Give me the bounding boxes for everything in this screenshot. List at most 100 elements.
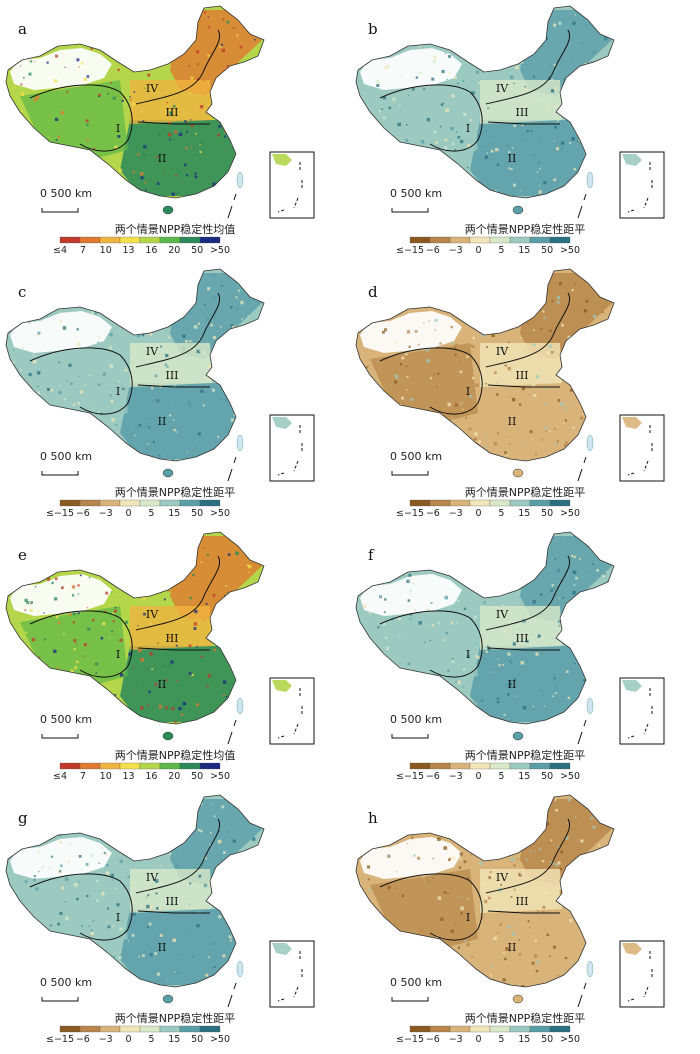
- region-label-II: II: [158, 941, 167, 954]
- south-china-sea-inset: [269, 414, 315, 482]
- legend-tick: −3: [98, 508, 113, 519]
- legend-swatch: [509, 762, 531, 770]
- legend-tick: >50: [209, 771, 231, 782]
- region-label-I: I: [466, 911, 470, 924]
- legend-tick: 5: [498, 508, 505, 519]
- region-label-IV: IV: [496, 871, 509, 884]
- region-label-III: III: [515, 369, 528, 382]
- legend-tick: 50: [191, 771, 204, 782]
- legend-swatch: [409, 1025, 431, 1033]
- legend-tick: 15: [518, 771, 531, 782]
- region-label-III: III: [165, 369, 178, 382]
- legend-swatch: [529, 1025, 551, 1033]
- legend-swatch: [119, 1025, 141, 1033]
- region-label-II: II: [508, 941, 517, 954]
- legend-tick: 50: [191, 245, 204, 256]
- legend-tick: −6: [425, 771, 440, 782]
- legend-swatch: [409, 236, 431, 244]
- legend-tick: 15: [518, 1034, 531, 1045]
- legend-tick: 5: [498, 1034, 505, 1045]
- legend-swatch: [469, 499, 491, 507]
- scale-bar: 0 500 km: [40, 450, 93, 463]
- legend-swatch: [179, 1025, 201, 1033]
- legend-tick: −6: [425, 245, 440, 256]
- region-label-I: I: [116, 122, 120, 135]
- country-outline: [5, 5, 265, 199]
- scale-bar: 0 500 km: [390, 976, 443, 989]
- legend-title: 两个情景NPP稳定性距平: [114, 486, 236, 499]
- legend-tick: >50: [559, 771, 581, 782]
- legend-tick: 7: [79, 245, 86, 256]
- south-china-sea-inset: [269, 940, 315, 1008]
- legend-ticks: ≤−15 −6 −3 0 5 15 50 >50: [350, 771, 700, 785]
- country-outline: [5, 268, 265, 462]
- legend-swatch: [159, 236, 181, 244]
- scale-bar: 0 500 km: [40, 976, 93, 989]
- legend-swatch: [509, 1025, 531, 1033]
- legend-tick: −3: [98, 1034, 113, 1045]
- legend-tick: >50: [559, 245, 581, 256]
- legend-swatch: [469, 1025, 491, 1033]
- legend-tick: >50: [209, 245, 231, 256]
- region-label-III: III: [515, 632, 528, 645]
- legend-swatch: [489, 1025, 511, 1033]
- legend-swatch: [199, 499, 221, 507]
- region-label-II: II: [508, 678, 517, 691]
- country-outline: [355, 794, 615, 988]
- country-outline: [355, 268, 615, 462]
- south-china-sea-inset: [269, 677, 315, 745]
- legend-tick: 5: [498, 771, 505, 782]
- region-label-I: I: [116, 385, 120, 398]
- legend-tick: 13: [122, 245, 135, 256]
- legend-tick: 0: [475, 508, 482, 519]
- legend-swatch: [489, 236, 511, 244]
- region-label-II: II: [158, 415, 167, 428]
- legend-swatch: [549, 1025, 571, 1033]
- legend-swatch: [449, 236, 471, 244]
- map-panel-g: I II III IV g 0 500 km 两个情景NPP稳定性距平 ≤−15 −6 −3 0 5 1…: [0, 789, 350, 1052]
- legend-swatch: [449, 762, 471, 770]
- legend-swatch: [139, 236, 161, 244]
- legend-tick: 15: [168, 1034, 181, 1045]
- region-label-III: III: [165, 632, 178, 645]
- legend-tick: 20: [168, 771, 181, 782]
- legend-swatch: [59, 1025, 81, 1033]
- scale-bar: 0 500 km: [390, 713, 443, 726]
- legend-tick: 15: [518, 245, 531, 256]
- legend-tick: >50: [209, 1034, 231, 1045]
- legend-tick: >50: [559, 1034, 581, 1045]
- region-label-III: III: [515, 895, 528, 908]
- legend-tick: −3: [448, 508, 463, 519]
- legend-tick: ≤−15: [395, 508, 425, 519]
- legend-tick: 10: [99, 245, 112, 256]
- legend-swatch: [119, 236, 141, 244]
- legend-swatch: [139, 1025, 161, 1033]
- legend-swatch: [529, 236, 551, 244]
- country-outline: [355, 5, 615, 199]
- legend-swatch: [509, 499, 531, 507]
- legend-swatch: [159, 499, 181, 507]
- legend-swatch: [429, 762, 451, 770]
- legend-swatch: [79, 499, 101, 507]
- region-label-I: I: [116, 648, 120, 661]
- region-label-IV: IV: [496, 82, 509, 95]
- legend-swatch: [449, 1025, 471, 1033]
- region-label-IV: IV: [146, 871, 159, 884]
- legend-swatch: [529, 499, 551, 507]
- region-label-I: I: [466, 385, 470, 398]
- legend-swatch: [489, 499, 511, 507]
- legend-ticks: ≤−15 −6 −3 0 5 15 50 >50: [0, 1034, 350, 1048]
- region-label-III: III: [515, 106, 528, 119]
- legend-tick: ≤−15: [395, 245, 425, 256]
- legend-tick: −6: [75, 508, 90, 519]
- legend-swatch: [549, 762, 571, 770]
- legend-swatch: [469, 762, 491, 770]
- country-outline: [355, 531, 615, 725]
- legend-swatch: [179, 236, 201, 244]
- legend-tick: 15: [518, 508, 531, 519]
- region-label-IV: IV: [146, 345, 159, 358]
- legend-swatch: [59, 236, 81, 244]
- legend-title: 两个情景NPP稳定性均值: [114, 749, 236, 762]
